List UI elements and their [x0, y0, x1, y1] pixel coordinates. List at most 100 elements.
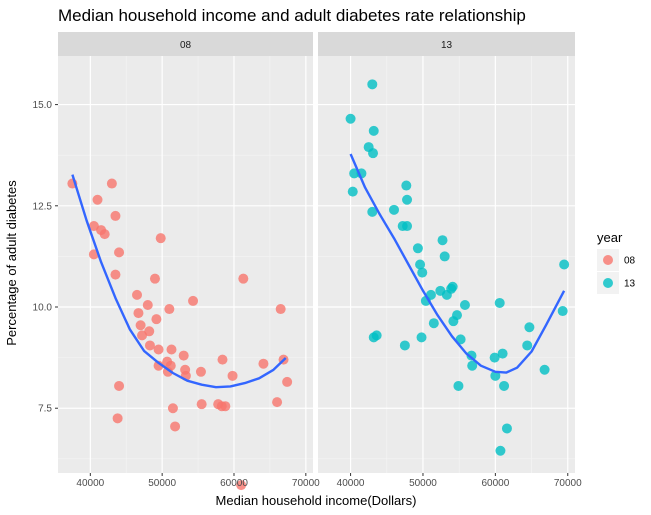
data-point	[196, 399, 207, 410]
facet-strip	[318, 32, 575, 56]
data-point	[466, 350, 477, 361]
data-point	[425, 289, 436, 300]
trend-line	[71, 174, 287, 389]
data-point	[495, 445, 506, 456]
data-point	[99, 229, 110, 240]
data-point	[114, 247, 125, 258]
facet-strip	[58, 32, 313, 56]
facet-panel-08: 08 40000 50000 60000 70000 7.5 10.0 12.5 15.0	[33, 32, 320, 491]
data-point	[166, 344, 177, 355]
data-point	[367, 206, 378, 217]
data-point	[92, 194, 103, 205]
data-point	[144, 326, 155, 337]
data-point	[416, 332, 427, 343]
data-point	[490, 370, 501, 381]
data-point	[110, 210, 121, 221]
data-point	[415, 259, 426, 270]
data-point	[467, 360, 478, 371]
data-point	[238, 273, 249, 284]
data-point	[347, 186, 358, 197]
data-point	[399, 340, 410, 351]
data-point	[368, 125, 379, 136]
data-point	[155, 233, 166, 244]
data-point	[557, 306, 568, 317]
data-point	[499, 380, 510, 391]
x-tick-label: 70000	[292, 478, 320, 489]
x-tick-label: 40000	[76, 478, 104, 489]
data-point	[367, 79, 378, 90]
data-point	[489, 352, 500, 363]
data-point	[114, 380, 125, 391]
data-point	[135, 320, 146, 331]
data-point	[195, 366, 206, 377]
data-point	[368, 148, 379, 159]
data-point	[167, 403, 178, 414]
x-tick-label: 40000	[337, 478, 365, 489]
data-point	[522, 340, 533, 351]
data-point	[165, 360, 176, 371]
y-tick-label: 12.5	[33, 201, 53, 212]
data-point	[437, 235, 448, 246]
data-point	[459, 299, 470, 310]
legend-label-13: 13	[624, 279, 636, 290]
data-point	[110, 269, 121, 280]
trend-line	[349, 153, 566, 374]
data-point	[132, 289, 143, 300]
data-point	[220, 401, 231, 412]
data-point	[501, 423, 512, 434]
x-axis-title: Median household income(Dollars)	[216, 493, 417, 508]
data-point	[275, 304, 286, 315]
data-point	[371, 330, 382, 341]
legend-key-08	[603, 255, 613, 265]
data-point	[539, 364, 550, 375]
data-point	[453, 380, 464, 391]
data-point	[282, 376, 293, 387]
data-point	[153, 344, 164, 355]
legend: year 08 13	[597, 230, 636, 294]
y-axis-title: Percentage of adult diabetes	[4, 180, 19, 346]
data-point	[178, 350, 189, 361]
data-point	[447, 281, 458, 292]
data-point	[151, 314, 162, 325]
data-point	[149, 273, 160, 284]
data-point	[494, 297, 505, 308]
data-point	[451, 310, 462, 321]
facet-strip-label: 13	[441, 40, 453, 51]
x-tick-label: 50000	[409, 478, 437, 489]
data-point	[144, 340, 155, 351]
data-point	[412, 243, 423, 254]
data-point	[106, 178, 117, 189]
data-point	[524, 322, 535, 333]
data-point	[227, 370, 238, 381]
data-point	[389, 204, 400, 215]
data-point	[345, 113, 356, 124]
data-point	[133, 308, 144, 319]
data-point	[217, 354, 228, 365]
data-point	[236, 480, 247, 491]
data-point	[142, 299, 153, 310]
data-point	[402, 221, 413, 232]
data-point	[402, 194, 413, 205]
facet-panel-13: 13 40000 50000 60000 70000	[318, 32, 582, 489]
data-point	[439, 251, 450, 262]
panel-background	[58, 56, 313, 473]
x-tick-label: 60000	[220, 478, 248, 489]
data-point	[272, 397, 283, 408]
legend-key-13	[603, 278, 613, 288]
x-tick-label: 60000	[481, 478, 509, 489]
data-point	[188, 295, 199, 306]
panel-background	[318, 56, 575, 473]
data-point	[164, 304, 175, 315]
y-tick-label: 7.5	[38, 404, 52, 415]
data-point	[112, 413, 123, 424]
legend-title: year	[597, 230, 623, 245]
data-point	[170, 421, 181, 432]
y-tick-label: 15.0	[33, 100, 53, 111]
legend-label-08: 08	[624, 256, 636, 267]
data-point	[401, 180, 412, 191]
y-tick-label: 10.0	[33, 303, 53, 314]
x-tick-label: 50000	[148, 478, 176, 489]
facet-panels: 08 40000 50000 60000 70000 7.5 10.0 12.5 15.0 13 4…	[33, 32, 582, 491]
data-point	[497, 348, 508, 359]
